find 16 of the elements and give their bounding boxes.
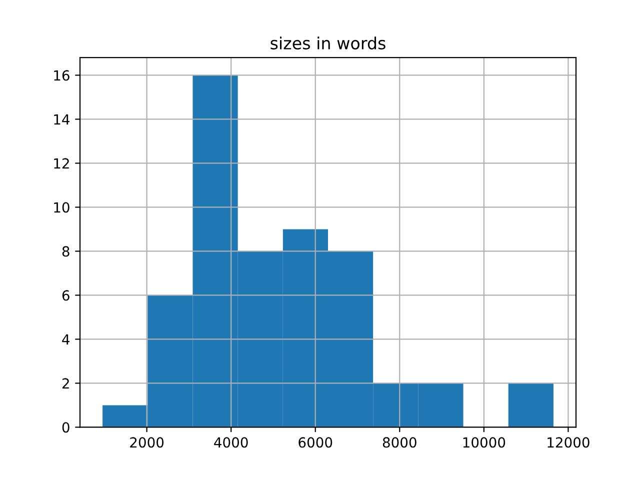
- y-tick-label: 4: [62, 334, 70, 344]
- x-tick-label: 4000: [214, 437, 248, 448]
- y-tick-label: 14: [54, 114, 70, 124]
- y-tick-label: 16: [54, 70, 70, 81]
- chart-title: sizes in words: [270, 36, 386, 50]
- x-tick-label: 12000: [548, 437, 590, 448]
- x-tick-label: 2000: [130, 437, 164, 448]
- y-tick-label: 2: [62, 378, 69, 388]
- x-tick-label: 10000: [463, 437, 506, 448]
- y-tick-label: 10: [54, 202, 70, 213]
- y-tick-label: 8: [62, 246, 70, 257]
- x-tick-label: 6000: [298, 437, 332, 448]
- y-tick-label: 12: [54, 158, 69, 168]
- y-tick-label: 0: [62, 422, 70, 433]
- y-tick-label: 6: [62, 290, 70, 301]
- x-tick-label: 8000: [382, 437, 416, 448]
